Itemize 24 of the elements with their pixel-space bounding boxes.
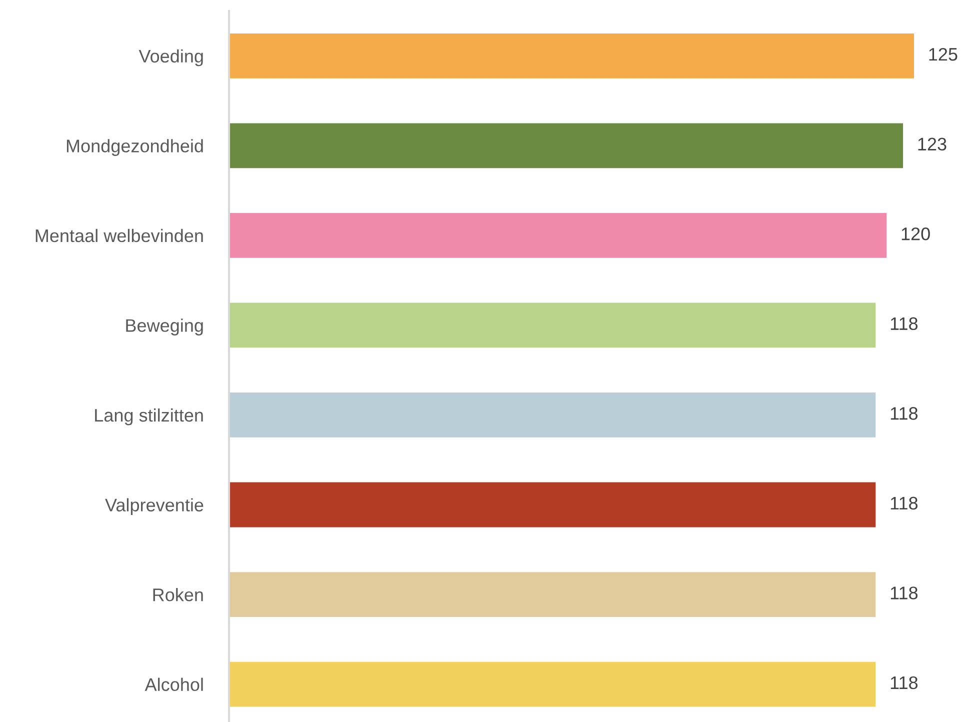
data-label: 120 xyxy=(902,227,930,240)
data-label: 118 xyxy=(890,586,918,600)
y-tick-label: Alcohol xyxy=(144,678,203,692)
y-tick-label: Beweging xyxy=(126,318,203,336)
bar xyxy=(229,123,904,168)
data-label: 125 xyxy=(929,48,958,61)
y-tick-label: Voeding xyxy=(138,49,203,66)
bar xyxy=(229,572,876,617)
data-label: 123 xyxy=(918,138,946,151)
y-tick-label: Mentaal welbevinden xyxy=(36,228,203,242)
bar xyxy=(229,212,887,258)
data-label: 118 xyxy=(890,407,918,420)
data-label: 118 xyxy=(890,676,918,690)
bar xyxy=(229,482,876,528)
y-tick-label: Lang stilzitten xyxy=(95,408,203,426)
bar xyxy=(229,662,876,707)
y-tick-label: Mondgezondheid xyxy=(66,139,203,156)
bar xyxy=(229,302,876,348)
y-tick-label: Roken xyxy=(153,588,203,602)
data-label: 118 xyxy=(890,317,918,330)
data-label: 118 xyxy=(890,496,918,510)
y-tick-label: Valpreventie xyxy=(105,498,204,516)
bar xyxy=(229,33,914,78)
bar xyxy=(229,392,876,438)
